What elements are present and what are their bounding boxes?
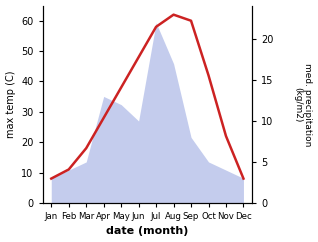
X-axis label: date (month): date (month) (106, 227, 189, 236)
Y-axis label: max temp (C): max temp (C) (5, 70, 16, 138)
Y-axis label: med. precipitation
(kg/m2): med. precipitation (kg/m2) (293, 62, 313, 146)
